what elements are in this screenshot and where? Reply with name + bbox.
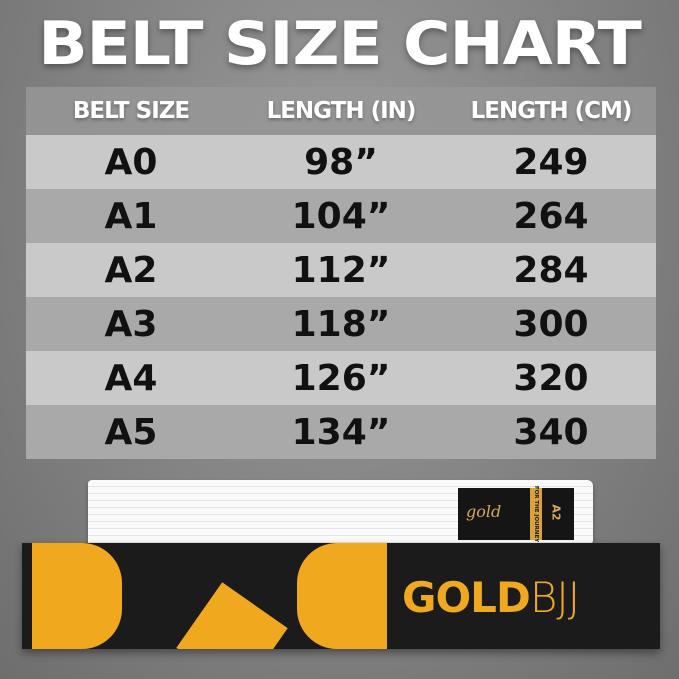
table-row: A2 112” 284: [26, 243, 656, 297]
table-row: A1 104” 264: [26, 189, 656, 243]
brand-light: BJJ: [529, 573, 580, 622]
cell-length-cm: 340: [513, 411, 589, 453]
cell-length-in: 118”: [291, 303, 391, 345]
belt-label: gold FOR THE JOURNEY A2: [458, 485, 574, 543]
cell-length-in: 126”: [291, 357, 391, 399]
header-length-cm: LENGTH (CM): [470, 98, 633, 124]
cell-length-in: 112”: [291, 249, 391, 291]
cell-length-in: 134”: [291, 411, 391, 453]
table-row: A0 98” 249: [26, 135, 656, 189]
table-body: A0 98” 249 A1 104” 264 A2 112” 284 A3 118” 300 A4 126…: [26, 135, 656, 459]
cell-length-cm: 249: [513, 141, 589, 183]
size-table: BELT SIZE LENGTH (IN) LENGTH (CM) A0 98” 2…: [26, 87, 656, 459]
table-row: A3 118” 300: [26, 297, 656, 351]
cell-length-in: 104”: [291, 195, 391, 237]
cell-belt-size: A0: [104, 141, 158, 183]
table-row: A4 126” 320: [26, 351, 656, 405]
chart-title: BELT SIZE CHART: [38, 9, 642, 79]
cell-length-cm: 320: [513, 357, 589, 399]
header-length-in: LENGTH (IN): [266, 98, 417, 124]
cell-belt-size: A3: [104, 303, 158, 345]
cell-length-in: 98”: [304, 141, 378, 183]
table-header: BELT SIZE LENGTH (IN) LENGTH (CM): [26, 87, 656, 135]
cell-belt-size: A4: [104, 357, 158, 399]
brand-logo: GOLDBJJ: [402, 573, 580, 622]
belt-label-size: A2: [549, 504, 563, 521]
cell-length-cm: 284: [513, 249, 589, 291]
box-logo-shape: [176, 582, 288, 649]
cell-belt-size: A2: [104, 249, 158, 291]
belt-label-script: gold: [466, 502, 502, 521]
cell-belt-size: A5: [104, 411, 158, 453]
box-logo-shape: [32, 543, 122, 649]
belt-label-side-text: FOR THE JOURNEY: [533, 485, 539, 543]
table-row: A5 134” 340: [26, 405, 656, 459]
cell-length-cm: 264: [513, 195, 589, 237]
cell-length-cm: 300: [513, 303, 589, 345]
white-belt-image: gold FOR THE JOURNEY A2: [88, 480, 593, 546]
product-box: GOLDBJJ: [22, 543, 660, 649]
box-logo-shape: [297, 543, 387, 649]
brand-bold: GOLD: [402, 573, 531, 622]
cell-belt-size: A1: [104, 195, 158, 237]
header-belt-size: BELT SIZE: [72, 98, 190, 124]
belt-label-stripe: [530, 488, 542, 540]
